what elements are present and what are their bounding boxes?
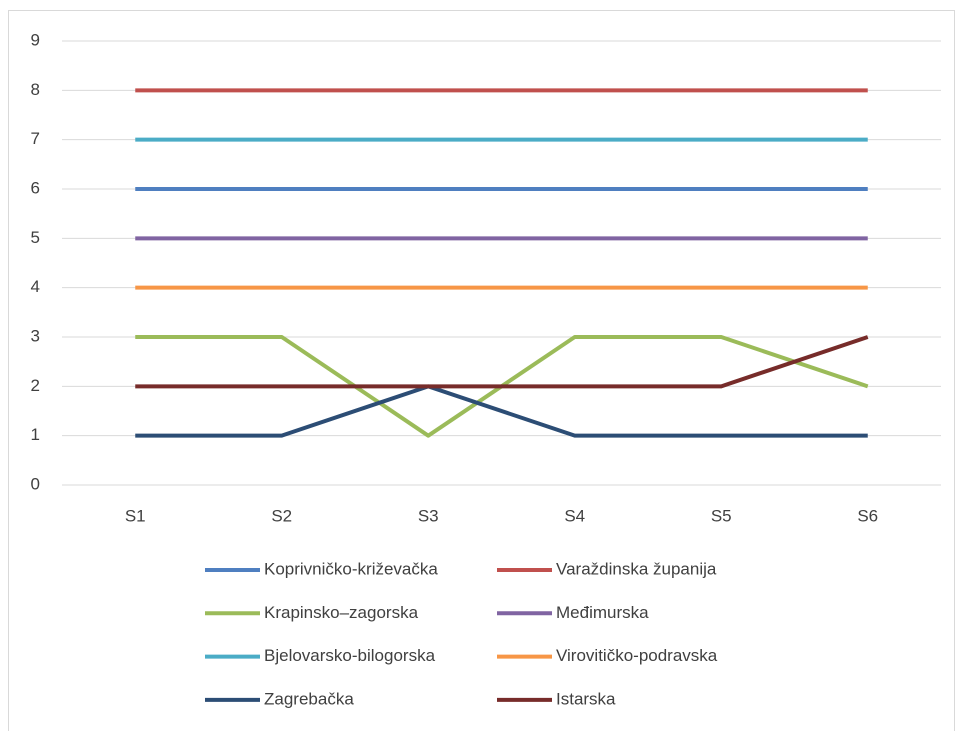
y-tick-label: 7 bbox=[31, 129, 40, 148]
y-tick-label: 6 bbox=[31, 178, 40, 197]
y-tick-label: 2 bbox=[31, 376, 40, 395]
series-line bbox=[135, 384, 868, 438]
legend-label: Istarska bbox=[556, 689, 616, 708]
legend-label: Međimurska bbox=[556, 603, 649, 622]
y-tick-label: 0 bbox=[31, 474, 40, 493]
x-tick-label: S1 bbox=[125, 506, 146, 525]
legend-label: Koprivničko-križevačka bbox=[264, 559, 438, 578]
legend-label: Krapinsko–zagorska bbox=[264, 603, 419, 622]
chart-border bbox=[8, 10, 955, 731]
y-tick-label: 8 bbox=[31, 80, 40, 99]
x-tick-label: S4 bbox=[564, 506, 585, 525]
legend-label: Zagrebačka bbox=[264, 689, 354, 708]
y-tick-label: 5 bbox=[31, 228, 40, 247]
legend-label: Bjelovarsko-bilogorska bbox=[264, 646, 436, 665]
x-tick-label: S6 bbox=[857, 506, 878, 525]
y-tick-label: 9 bbox=[31, 30, 40, 49]
x-tick-label: S2 bbox=[271, 506, 292, 525]
y-tick-label: 3 bbox=[31, 326, 40, 345]
x-tick-label: S3 bbox=[418, 506, 439, 525]
y-tick-label: 1 bbox=[31, 425, 40, 444]
legend-label: Virovitičko-podravska bbox=[556, 646, 718, 665]
x-tick-label: S5 bbox=[711, 506, 732, 525]
legend-label: Varaždinska županija bbox=[556, 559, 717, 578]
y-tick-label: 4 bbox=[31, 277, 40, 296]
series-line bbox=[135, 335, 869, 389]
